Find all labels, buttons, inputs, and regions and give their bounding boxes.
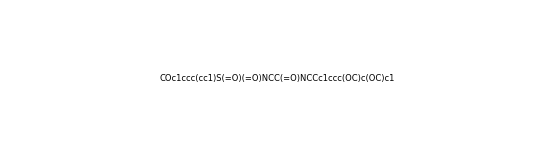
Text: COc1ccc(cc1)S(=O)(=O)NCC(=O)NCCc1ccc(OC)c(OC)c1: COc1ccc(cc1)S(=O)(=O)NCC(=O)NCCc1ccc(OC)… [160,73,394,83]
